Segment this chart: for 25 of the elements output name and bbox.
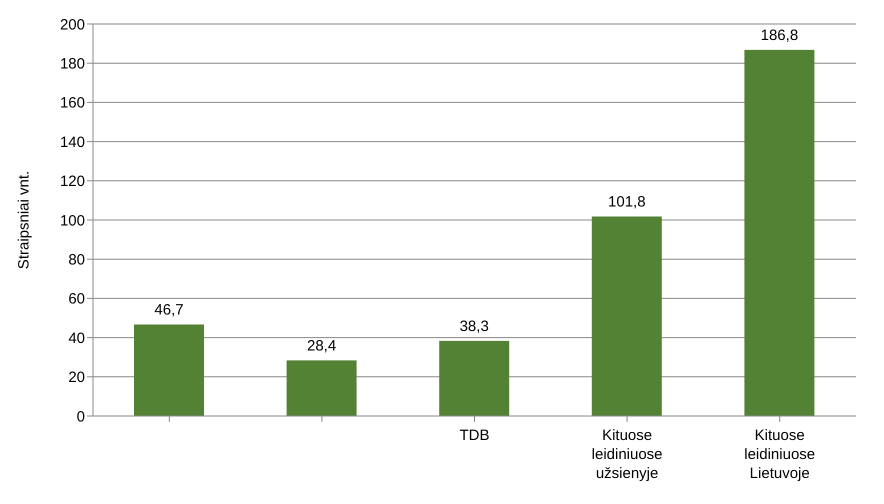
y-tick-label: 200 — [60, 16, 85, 34]
y-tick-label: 100 — [60, 212, 85, 230]
data-label: 38,3 — [460, 318, 489, 335]
data-label: 186,8 — [760, 26, 798, 44]
y-tick-label: 60 — [68, 290, 85, 308]
bar — [286, 360, 357, 416]
x-tick-label: Kituose leidiniuose užsienyje — [592, 427, 663, 482]
bar — [744, 50, 814, 416]
y-tick-label: 120 — [60, 173, 85, 190]
y-tick-label: 180 — [60, 56, 85, 73]
x-tick-label: TDB — [460, 427, 490, 444]
x-tick-label: Kituose leidiniuose Lietuvoje — [744, 427, 816, 482]
y-axis-title: Straipsniai vnt. — [15, 170, 32, 270]
bar — [592, 216, 662, 416]
bar — [439, 340, 510, 416]
y-tick-label: 0 — [76, 408, 85, 426]
y-tick-label: 40 — [68, 330, 85, 347]
y-tick-label: 160 — [60, 94, 85, 112]
data-label: 46,7 — [154, 301, 184, 318]
y-tick-label: 80 — [68, 252, 85, 269]
y-tick-label: 20 — [68, 369, 85, 386]
y-tick-label: 140 — [60, 134, 85, 151]
data-label: 101,8 — [608, 193, 646, 210]
bar — [134, 324, 204, 416]
data-label: 28,4 — [307, 337, 336, 354]
